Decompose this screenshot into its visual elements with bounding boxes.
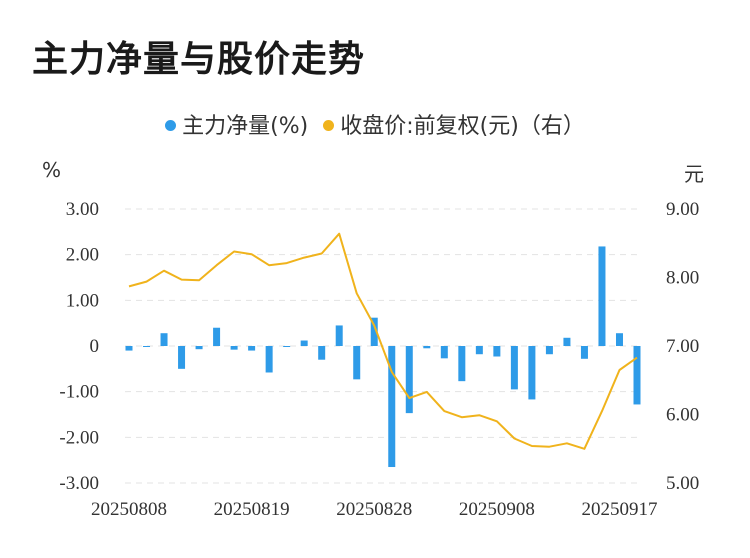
bar <box>300 340 308 346</box>
legend-label-bars: 主力净量(%) <box>182 114 309 139</box>
bar <box>178 346 186 369</box>
bar <box>545 346 553 355</box>
y-left-tick-label: -2.00 <box>59 427 99 448</box>
y-left-tick-label: 0 <box>90 336 100 357</box>
bar <box>283 346 291 347</box>
bar <box>598 246 606 346</box>
legend-dot-line-icon <box>323 119 335 131</box>
bar <box>563 337 571 346</box>
bar <box>388 346 396 468</box>
bar <box>493 346 501 357</box>
bar <box>265 346 273 373</box>
bar <box>125 346 133 351</box>
bar <box>230 346 238 350</box>
y-left-tick-label: -1.00 <box>59 382 99 403</box>
y-right-tick-label: 9.00 <box>666 199 699 220</box>
bar <box>475 346 483 355</box>
y-left-tick-label: 2.00 <box>66 245 99 266</box>
bar <box>248 346 256 351</box>
y-right-tick-label: 7.00 <box>666 336 699 357</box>
legend-label-line: 收盘价:前复权(元)（右） <box>340 114 585 139</box>
bar <box>580 346 588 359</box>
bar <box>458 346 466 382</box>
bar <box>423 346 431 349</box>
x-tick-label: 20250917 <box>581 499 657 520</box>
x-tick-label: 20250819 <box>214 499 290 520</box>
bar <box>405 346 413 414</box>
bar <box>353 346 361 380</box>
y-right-tick-label: 8.00 <box>666 268 699 289</box>
legend: 主力净量(%) 收盘价:前复权(元)（右） <box>0 108 750 140</box>
y-left-tick-label: 3.00 <box>66 199 99 220</box>
bar <box>370 317 378 346</box>
bar <box>143 346 151 347</box>
y-left-tick-label: -3.00 <box>59 473 99 494</box>
x-tick-label: 20250908 <box>459 499 535 520</box>
bar <box>440 346 448 359</box>
bar <box>510 346 518 390</box>
legend-item-line[interactable]: 收盘价:前复权(元)（右） <box>323 108 585 140</box>
bar <box>213 327 221 346</box>
x-tick-label: 20250828 <box>336 499 412 520</box>
bar <box>195 346 203 350</box>
bar <box>615 333 623 346</box>
y-right-tick-label: 5.00 <box>666 473 699 494</box>
right-axis-unit: 元 <box>684 162 704 186</box>
bar <box>160 333 168 346</box>
x-tick-label: 20250808 <box>91 499 167 520</box>
y-right-tick-label: 6.00 <box>666 405 699 426</box>
price-line <box>128 232 638 450</box>
bar <box>335 325 343 346</box>
bar <box>318 346 326 360</box>
legend-dot-bars-icon <box>165 119 177 131</box>
bar <box>528 346 536 400</box>
chart-title: 主力净量与股价走势 <box>32 39 366 80</box>
bar <box>633 346 641 405</box>
left-axis-unit: % <box>42 158 62 182</box>
legend-item-bars[interactable]: 主力净量(%) <box>165 108 308 140</box>
y-left-tick-label: 1.00 <box>66 290 99 311</box>
